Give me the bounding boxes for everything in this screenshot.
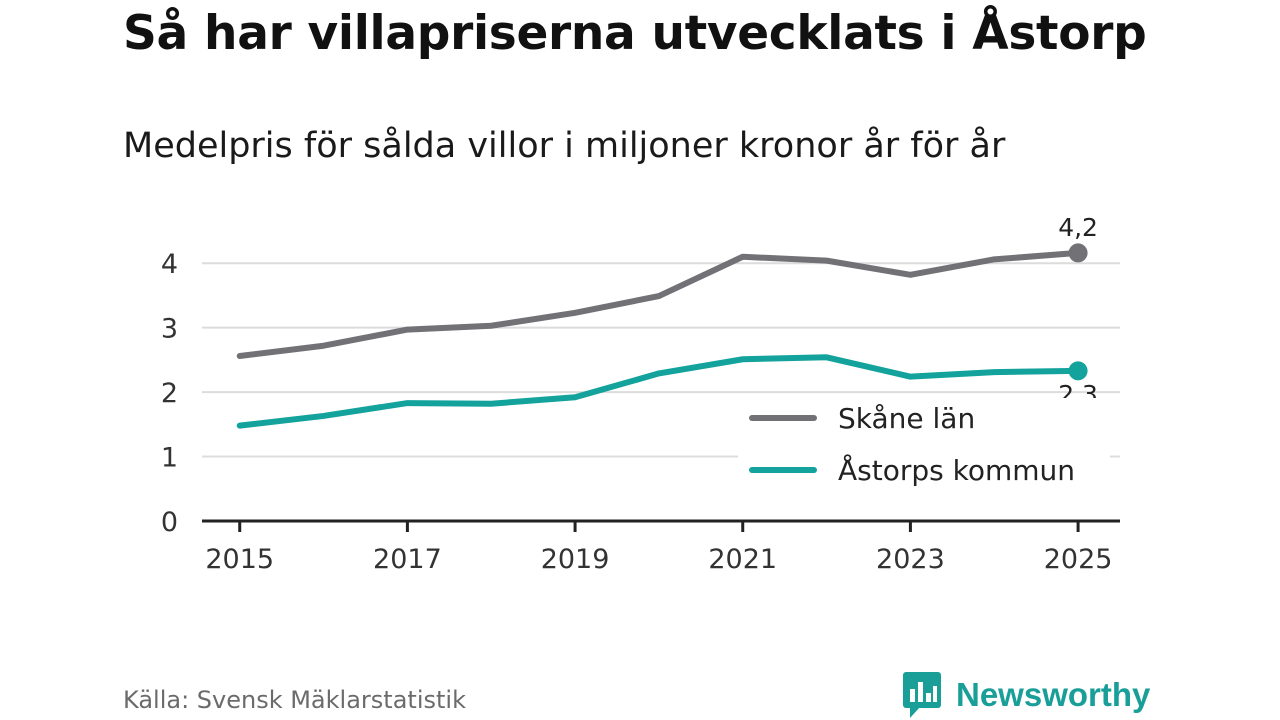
data-point-astorp-2020 bbox=[656, 370, 662, 376]
legend-label-astorp: Åstorps kommun bbox=[838, 453, 1075, 487]
data-point-astorp-2025 bbox=[1068, 361, 1088, 381]
y-tick-label-1: 1 bbox=[161, 443, 178, 474]
data-point-astorp-2017 bbox=[404, 400, 410, 406]
y-tick-label-3: 3 bbox=[161, 314, 178, 345]
x-tick-label-2025: 2025 bbox=[1044, 544, 1113, 575]
data-point-skane-2022 bbox=[824, 258, 830, 264]
data-point-skane-2015 bbox=[237, 353, 243, 359]
chart-subtitle: Medelpris för sålda villor i miljoner kr… bbox=[123, 126, 1006, 166]
x-tick-label-2021: 2021 bbox=[708, 544, 777, 575]
data-point-skane-2025 bbox=[1068, 243, 1088, 263]
data-point-astorp-2016 bbox=[321, 413, 327, 419]
data-point-astorp-2022 bbox=[824, 354, 830, 360]
x-tick-label-2019: 2019 bbox=[541, 544, 610, 575]
data-point-skane-2017 bbox=[404, 327, 410, 333]
series-line-skane bbox=[236, 249, 1082, 360]
data-point-skane-2020 bbox=[656, 293, 662, 299]
data-point-skane-2024 bbox=[991, 256, 997, 262]
data-point-astorp-2023 bbox=[907, 374, 913, 380]
data-point-skane-2016 bbox=[321, 343, 327, 349]
data-point-skane-2019 bbox=[572, 310, 578, 316]
y-tick-label-2: 2 bbox=[161, 378, 178, 409]
series-line-astorp bbox=[236, 354, 1082, 429]
data-point-skane-2018 bbox=[488, 323, 494, 329]
data-point-skane-2021 bbox=[740, 254, 746, 260]
y-tick-label-0: 0 bbox=[161, 507, 178, 538]
data-point-astorp-2019 bbox=[572, 394, 578, 400]
data-point-astorp-2018 bbox=[488, 401, 494, 407]
data-point-astorp-2015 bbox=[237, 423, 243, 429]
newsworthy-logo-icon bbox=[903, 672, 941, 718]
chart-title: Så har villapriserna utvecklats i Åstorp bbox=[123, 6, 1147, 61]
x-tick-label-2017: 2017 bbox=[373, 544, 442, 575]
y-tick-label-4: 4 bbox=[161, 249, 178, 280]
brand-logo[interactable]: Newsworthy bbox=[902, 671, 1150, 719]
legend-label-skane: Skåne län bbox=[838, 402, 975, 435]
source-note: Källa: Svensk Mäklarstatistik bbox=[123, 686, 466, 714]
data-point-astorp-2024 bbox=[991, 369, 997, 375]
data-point-astorp-2021 bbox=[740, 356, 746, 362]
data-point-skane-2023 bbox=[907, 272, 913, 278]
x-tick-label-2023: 2023 bbox=[876, 544, 945, 575]
data-label-skane-end: 4,2 bbox=[1058, 213, 1098, 242]
x-tick-label-2015: 2015 bbox=[205, 544, 274, 575]
brand-name: Newsworthy bbox=[956, 676, 1151, 713]
